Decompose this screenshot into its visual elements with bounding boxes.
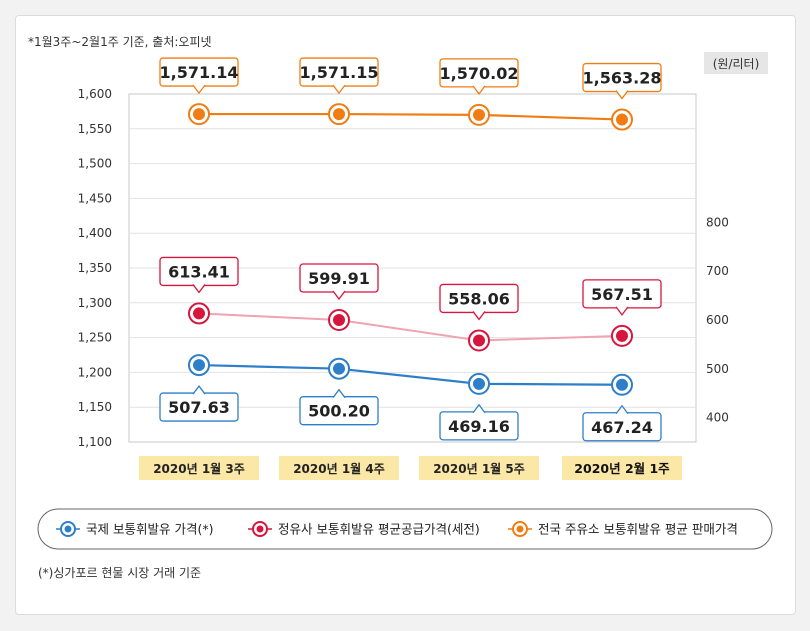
data-label: 1,571.15 bbox=[300, 63, 379, 82]
y-left-tick-label: 1,450 bbox=[78, 191, 112, 205]
marker-point bbox=[193, 307, 205, 320]
footnote: (*)싱가포르 현물 시장 거래 기준 bbox=[38, 566, 201, 580]
marker-point bbox=[616, 378, 628, 391]
y-left-tick-label: 1,600 bbox=[78, 87, 112, 101]
value-callout-tip bbox=[332, 84, 346, 95]
value-callout-tip bbox=[332, 290, 346, 301]
value-callout-tip bbox=[472, 85, 486, 95]
x-tick-label: 2020년 1월 3주 bbox=[153, 461, 245, 476]
y-right-tick-label: 500 bbox=[706, 362, 729, 376]
marker-point bbox=[473, 377, 485, 390]
y-right-tick-label: 800 bbox=[706, 215, 729, 229]
data-label: 567.51 bbox=[591, 285, 653, 304]
value-callout-tip bbox=[615, 306, 629, 316]
source-note: *1월3주~2월1주 기준, 출처:오피넷 bbox=[28, 35, 212, 49]
series-line-1 bbox=[198, 363, 623, 386]
value-callout-tip bbox=[192, 384, 206, 395]
y-left-tick-label: 1,100 bbox=[78, 435, 112, 449]
marker-point bbox=[333, 108, 345, 121]
category-badge bbox=[419, 456, 539, 480]
legend-marker bbox=[256, 525, 264, 533]
series-line-2 bbox=[198, 312, 623, 342]
legend-box bbox=[37, 508, 773, 550]
value-callout-tip bbox=[472, 311, 486, 321]
category-badge bbox=[139, 456, 259, 480]
y-right-tick-label: 700 bbox=[706, 264, 729, 278]
y-right-tick-label: 600 bbox=[706, 313, 729, 327]
data-label: 558.06 bbox=[448, 289, 510, 308]
data-label: 500.20 bbox=[308, 402, 370, 421]
legend-label: 정유사 보통휘발유 평균공급가격(세전) bbox=[278, 522, 480, 537]
legend-label: 전국 주유소 보통휘발유 평균 판매가격 bbox=[538, 522, 738, 537]
data-label: 599.91 bbox=[308, 269, 370, 288]
value-callout-tip bbox=[615, 404, 629, 415]
category-badge bbox=[562, 456, 682, 480]
marker-point bbox=[473, 334, 485, 347]
legend-marker bbox=[64, 525, 72, 533]
y-left-tick-label: 1,150 bbox=[78, 400, 112, 414]
x-tick-label: 2020년 1월 5주 bbox=[433, 461, 525, 476]
value-callout-tip bbox=[192, 84, 206, 95]
category-badge bbox=[279, 456, 399, 480]
data-label: 613.41 bbox=[168, 262, 230, 281]
data-label: 1,570.02 bbox=[440, 64, 519, 83]
legend-marker bbox=[516, 525, 524, 533]
marker-point bbox=[333, 362, 345, 375]
marker-point bbox=[616, 113, 628, 126]
data-label: 467.24 bbox=[591, 418, 653, 437]
marker-point bbox=[473, 108, 485, 121]
y-left-tick-label: 1,250 bbox=[78, 331, 112, 345]
legend-label: 국제 보통휘발유 가격(*) bbox=[86, 522, 213, 537]
value-callout-tip bbox=[192, 284, 206, 294]
y-left-tick-label: 1,350 bbox=[78, 261, 112, 275]
value-callout-tip bbox=[615, 90, 629, 100]
unit-label: (원/리터) bbox=[713, 57, 760, 71]
chart-card: *1월3주~2월1주 기준, 출처:오피넷 1,100 1,150 1,200 1,25… bbox=[15, 15, 796, 615]
y-left-tick-label: 1,300 bbox=[78, 296, 112, 310]
marker-point bbox=[616, 329, 628, 342]
unit-badge bbox=[704, 52, 768, 74]
value-callout-tip bbox=[332, 388, 346, 399]
marker-point bbox=[193, 359, 205, 372]
y-left-tick-label: 1,550 bbox=[78, 122, 112, 136]
marker-point bbox=[193, 108, 205, 121]
y-left-tick-label: 1,200 bbox=[78, 365, 112, 379]
data-label: 507.63 bbox=[168, 398, 230, 417]
marker-point bbox=[333, 314, 345, 327]
value-callout-tip bbox=[472, 403, 486, 414]
data-label: 1,563.28 bbox=[583, 69, 662, 88]
y-right-tick-label: 400 bbox=[706, 411, 729, 425]
line-chart: *1월3주~2월1주 기준, 출처:오피넷 1,100 1,150 1,200 1,25… bbox=[28, 35, 773, 580]
data-label: 469.16 bbox=[448, 417, 510, 436]
series-line-3 bbox=[198, 112, 623, 121]
x-tick-label: 2020년 2월 1주 bbox=[574, 461, 670, 476]
x-tick-label: 2020년 1월 4주 bbox=[293, 461, 385, 476]
y-left-tick-label: 1,400 bbox=[78, 226, 112, 240]
data-label: 1,571.14 bbox=[160, 63, 239, 82]
y-left-tick-label: 1,500 bbox=[78, 157, 112, 171]
